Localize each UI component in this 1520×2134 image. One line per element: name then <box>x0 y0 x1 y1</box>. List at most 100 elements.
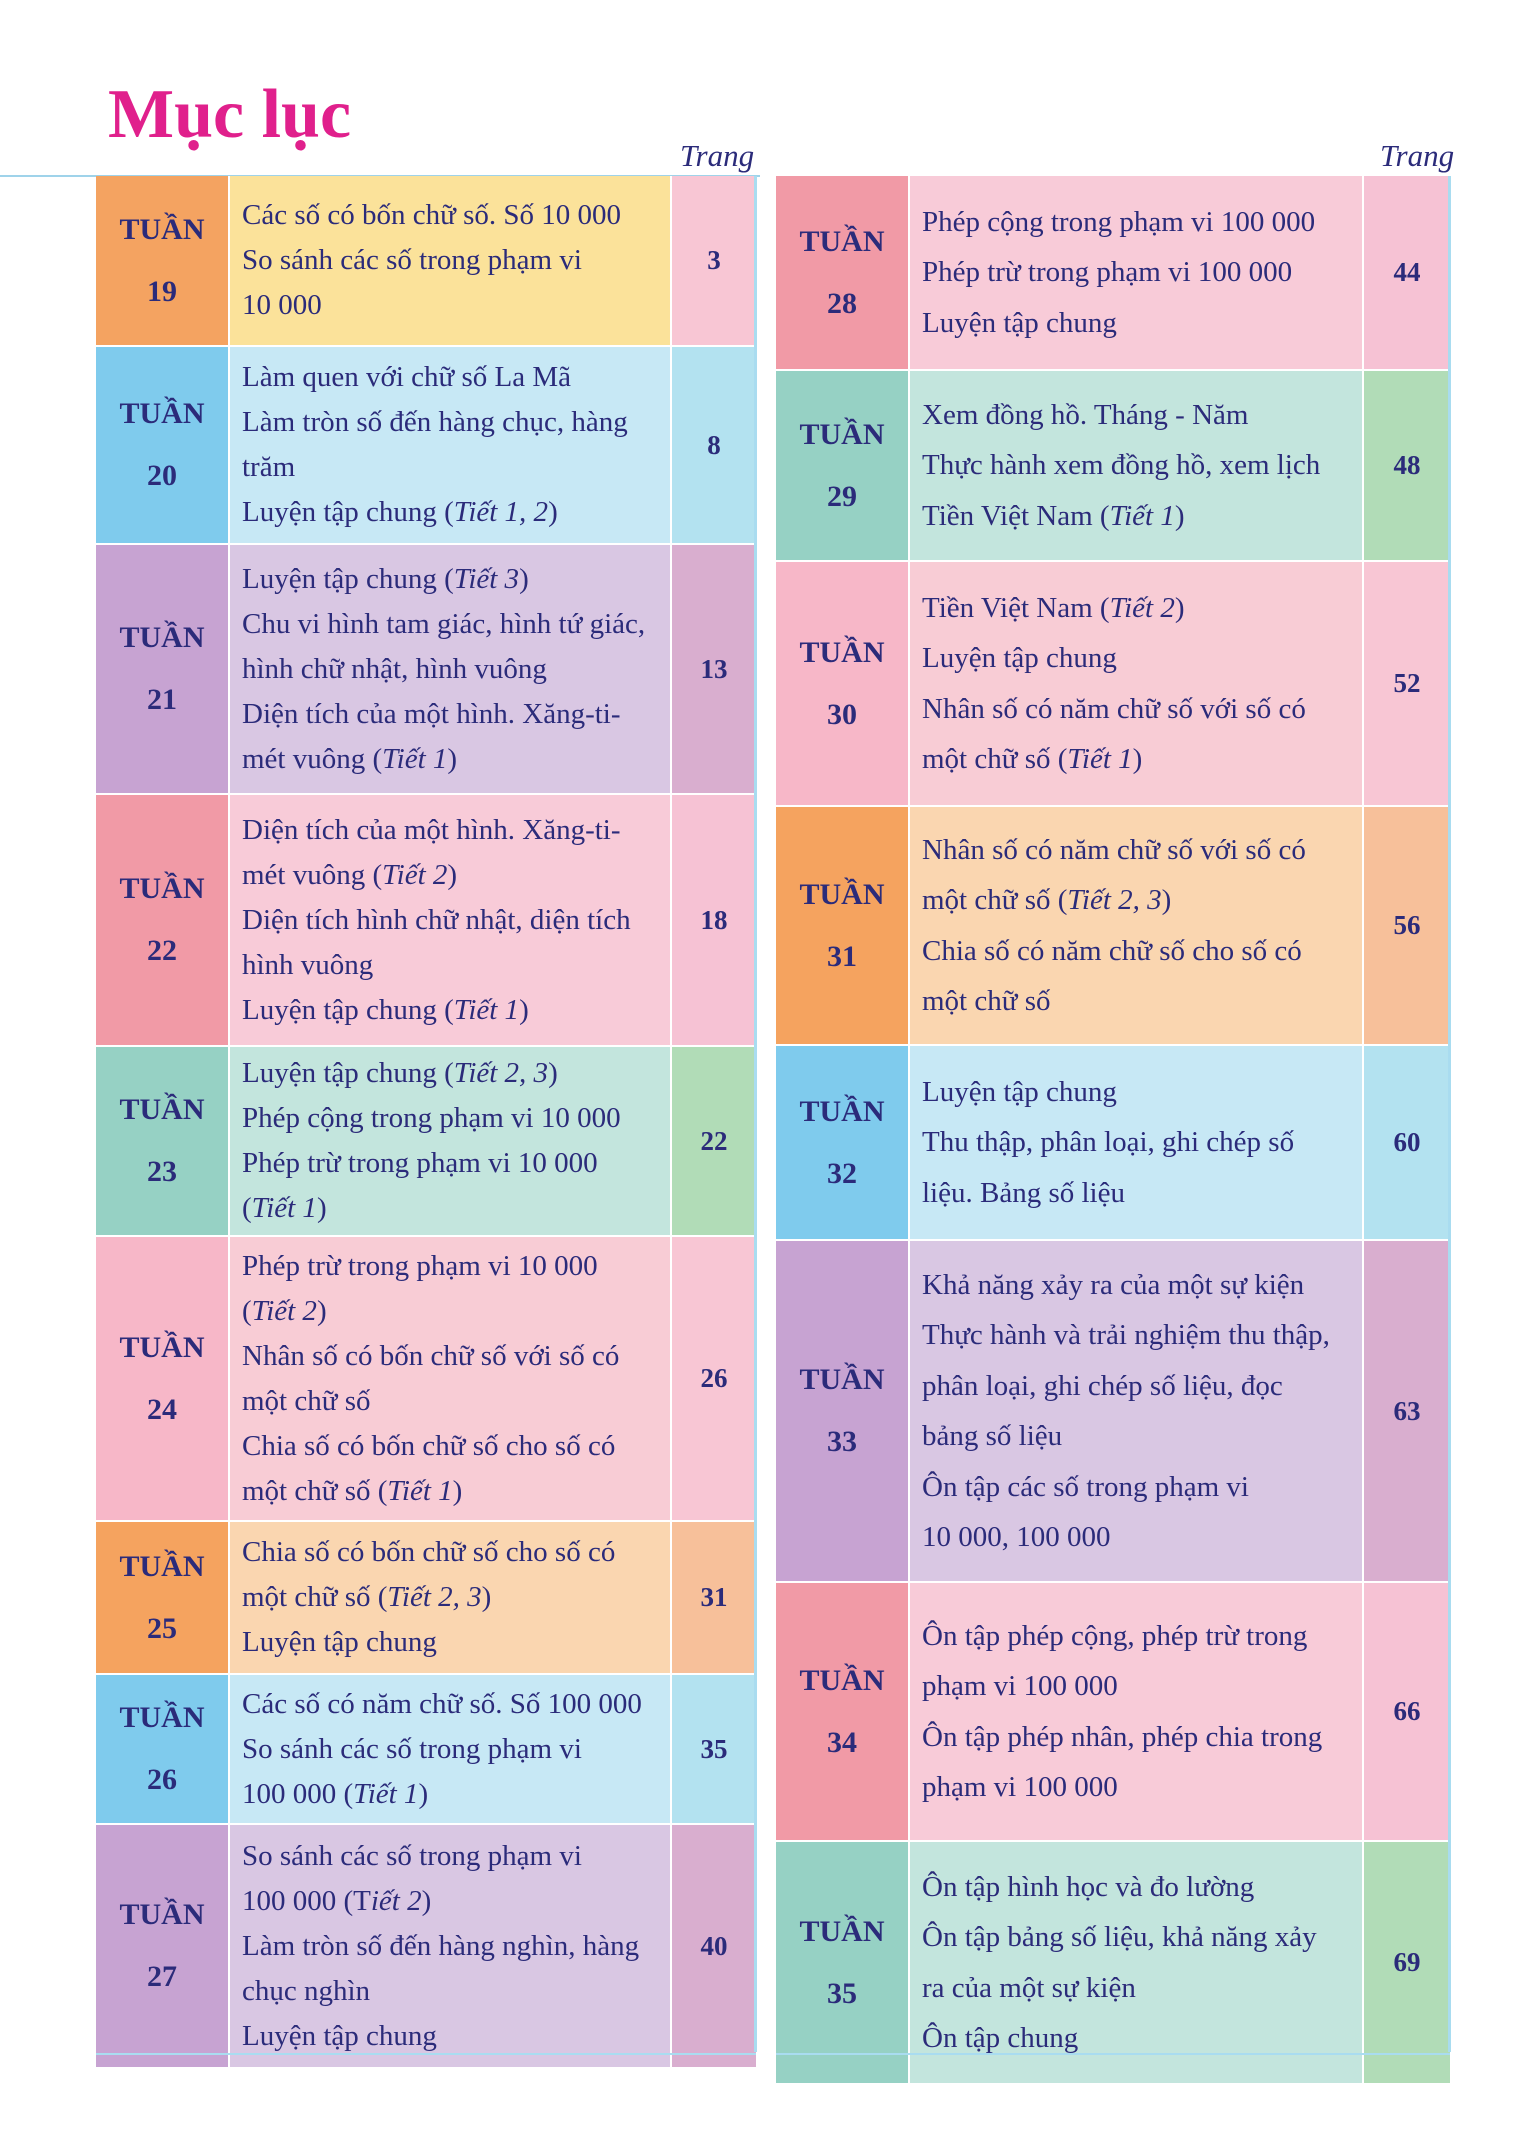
lesson-period-note: iết 2 <box>370 1884 422 1917</box>
lesson-text: Thực hành và trải nghiệm thu thập, <box>922 1319 1330 1351</box>
week-label: TUẦN <box>799 1663 885 1697</box>
toc-row[interactable]: TUẦN 20 Làm quen với chữ số La Mã Làm tròn … <box>96 347 756 545</box>
lesson-text: ) <box>316 1192 327 1224</box>
lesson-line: (Tiết 1) <box>242 1186 664 1231</box>
week-cell: TUẦN 20 <box>96 347 230 543</box>
lesson-line: hình chữ nhật, hình vuông <box>242 647 664 692</box>
toc-row[interactable]: TUẦN 35 Ôn tập hình học và đo lường Ôn tập … <box>776 1842 1450 2085</box>
week-cell: TUẦN 19 <box>96 176 230 345</box>
toc-row[interactable]: TUẦN 31 Nhân số có năm chữ số với số có một… <box>776 807 1450 1046</box>
lesson-line: một chữ số (Tiết 1) <box>242 1469 664 1514</box>
page-number: 60 <box>1364 1046 1450 1239</box>
week-number: 25 <box>147 1611 177 1645</box>
toc-row[interactable]: TUẦN 21 Luyện tập chung (Tiết 3) Chu vi hìn… <box>96 545 756 795</box>
lesson-period-note: Tiết 1 <box>1109 499 1175 532</box>
lesson-line: So sánh các số trong phạm vi <box>242 1727 664 1772</box>
lesson-line: So sánh các số trong phạm vi <box>242 238 664 283</box>
lesson-text: ) <box>519 993 529 1026</box>
lesson-text: Phép trừ trong phạm vi 10 000 <box>242 1147 598 1179</box>
week-number: 30 <box>827 697 857 731</box>
lesson-list: Luyện tập chung (Tiết 2, 3) Phép cộng tro… <box>230 1047 672 1235</box>
page-number: 66 <box>1364 1583 1450 1840</box>
lesson-list: Diện tích của một hình. Xăng-ti-mét vuôn… <box>230 795 672 1045</box>
week-cell: TUẦN 25 <box>96 1522 230 1673</box>
column-border-left <box>754 176 757 2052</box>
lesson-text: một chữ số ( <box>922 743 1068 775</box>
lesson-text: Làm quen với chữ số La Mã <box>242 361 572 393</box>
week-label: TUẦN <box>799 1363 885 1396</box>
toc-row[interactable]: TUẦN 25 Chia số có bốn chữ số cho số có một… <box>96 1522 756 1675</box>
page-column-label-right: Trang <box>1380 138 1455 173</box>
lesson-text: trăm <box>242 451 296 483</box>
lesson-line: Làm tròn số đến hàng chục, hàng <box>242 400 664 445</box>
toc-row[interactable]: TUẦN 23 Luyện tập chung (Tiết 2, 3) Phép cộ… <box>96 1047 756 1237</box>
week-label: TUẦN <box>119 1898 205 1931</box>
lesson-line: Thực hành xem đồng hồ, xem lịch <box>922 440 1356 491</box>
toc-row[interactable]: TUẦN 30 Tiền Việt Nam (Tiết 2) Luyện tập ch… <box>776 562 1450 807</box>
lesson-text: Các số có bốn chữ số. Số 10 000 <box>242 199 621 231</box>
lesson-line: 10 000, 100 000 <box>922 1512 1356 1563</box>
week-label: TUẦN <box>119 1330 205 1364</box>
lesson-text: bảng số liệu <box>922 1420 1063 1452</box>
toc-row[interactable]: TUẦN 32 Luyện tập chung Thu thập, phân loại… <box>776 1046 1450 1241</box>
lesson-text: Luyện tập chung <box>242 1626 437 1658</box>
toc-column-left: TUẦN 19 Các số có bốn chữ số. Số 10 000 So … <box>96 176 756 2069</box>
week-label: TUẦN <box>119 621 205 654</box>
lesson-line: phạm vi 100 000 <box>922 1762 1356 1813</box>
toc-row[interactable]: TUẦN 33 Khả năng xảy ra của một sự kiện Thự… <box>776 1241 1450 1583</box>
lesson-text: Ôn tập phép cộng, phép trừ trong <box>922 1619 1308 1652</box>
week-label: TUẦN <box>799 877 885 911</box>
week-label: TUẦN <box>119 212 205 246</box>
lesson-text: ) <box>1174 499 1185 532</box>
lesson-period-note: Tiết 2 <box>382 858 448 891</box>
lesson-text: Xem đồng hồ. Tháng - Năm <box>922 398 1249 431</box>
lesson-text: Nhân số có năm chữ số với số có <box>922 692 1306 725</box>
lesson-text: phạm vi 100 000 <box>922 1771 1118 1803</box>
lesson-line: chục nghìn <box>242 1969 664 2014</box>
lesson-line: một chữ số (Tiết 2, 3) <box>922 875 1356 926</box>
toc-row[interactable]: TUẦN 24 Phép trừ trong phạm vi 10 000 (Tiết… <box>96 1237 756 1522</box>
week-number: 33 <box>827 1425 857 1458</box>
lesson-line: Diện tích hình chữ nhật, diện tích <box>242 898 664 943</box>
lesson-line: Chia số có bốn chữ số cho số có <box>242 1530 664 1575</box>
page-number: 48 <box>1364 371 1450 560</box>
week-number: 19 <box>147 274 177 308</box>
lesson-line: Luyện tập chung <box>922 633 1356 684</box>
toc-row[interactable]: TUẦN 29 Xem đồng hồ. Tháng - Năm Thực hành … <box>776 371 1450 562</box>
lesson-text: 100 000 ( <box>242 1777 354 1810</box>
toc-row[interactable]: TUẦN 28 Phép cộng trong phạm vi 100 000 Phé… <box>776 176 1450 371</box>
lesson-text: Ôn tập chung <box>922 2022 1079 2054</box>
column-bottom-border-left <box>96 2053 756 2055</box>
lesson-period-note: Tiết 1 <box>353 1777 419 1810</box>
toc-row[interactable]: TUẦN 19 Các số có bốn chữ số. Số 10 000 So … <box>96 176 756 347</box>
lesson-line: mét vuông (Tiết 1) <box>242 737 664 782</box>
page-number: 22 <box>672 1047 756 1235</box>
lesson-text: ) <box>548 496 558 528</box>
page-number: 3 <box>672 176 756 345</box>
lesson-line: Luyện tập chung (Tiết 3) <box>242 557 664 602</box>
lesson-text: So sánh các số trong phạm vi <box>242 244 582 276</box>
lesson-text: ) <box>452 1474 463 1507</box>
toc-row[interactable]: TUẦN 34 Ôn tập phép cộng, phép trừ trong ph… <box>776 1583 1450 1842</box>
lesson-line: Ôn tập các số trong phạm vi <box>922 1462 1356 1513</box>
lesson-text: ) <box>447 742 458 775</box>
lesson-text: ) <box>447 858 458 891</box>
week-label: TUẦN <box>799 635 885 669</box>
lesson-text: So sánh các số trong phạm vi <box>242 1839 582 1872</box>
lesson-line: một chữ số (Tiết 1) <box>922 734 1356 785</box>
week-number: 29 <box>827 479 857 513</box>
lesson-text: phân loại, ghi chép số liệu, đọc <box>922 1369 1283 1402</box>
page-number: 40 <box>672 1825 756 2067</box>
toc-row[interactable]: TUẦN 22 Diện tích của một hình. Xăng-ti-mé… <box>96 795 756 1047</box>
lesson-line: Chia số có bốn chữ số cho số có <box>242 1424 664 1469</box>
lesson-text: Làm tròn số đến hàng chục, hàng <box>242 406 628 438</box>
lesson-period-note: Tiết 2, 3 <box>453 1057 549 1089</box>
toc-row[interactable]: TUẦN 27 So sánh các số trong phạm vi 100 00… <box>96 1825 756 2069</box>
lesson-text: Chia số có bốn chữ số cho số có <box>242 1429 616 1462</box>
lesson-line: Thu thập, phân loại, ghi chép số <box>922 1117 1356 1168</box>
lesson-list: Luyện tập chung (Tiết 3) Chu vi hình tam … <box>230 545 672 793</box>
page-number: 69 <box>1364 1842 1450 2083</box>
week-number: 26 <box>147 1763 177 1796</box>
lesson-text: Diện tích hình chữ nhật, diện tích <box>242 903 631 936</box>
toc-row[interactable]: TUẦN 26 Các số có năm chữ số. Số 100 000 So… <box>96 1675 756 1825</box>
